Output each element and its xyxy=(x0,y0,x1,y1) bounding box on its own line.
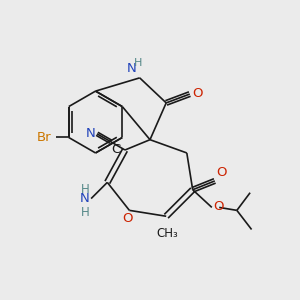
Text: O: O xyxy=(192,87,202,100)
Text: C: C xyxy=(111,143,121,156)
Text: O: O xyxy=(123,212,133,225)
Text: H: H xyxy=(134,58,142,68)
Text: H: H xyxy=(81,183,90,196)
Text: N: N xyxy=(127,62,137,75)
Text: Br: Br xyxy=(37,131,51,144)
Text: H: H xyxy=(81,206,90,219)
Text: N: N xyxy=(86,127,95,140)
Text: CH₃: CH₃ xyxy=(157,226,178,240)
Text: O: O xyxy=(213,200,224,213)
Text: O: O xyxy=(216,167,227,179)
Text: N: N xyxy=(80,192,90,205)
